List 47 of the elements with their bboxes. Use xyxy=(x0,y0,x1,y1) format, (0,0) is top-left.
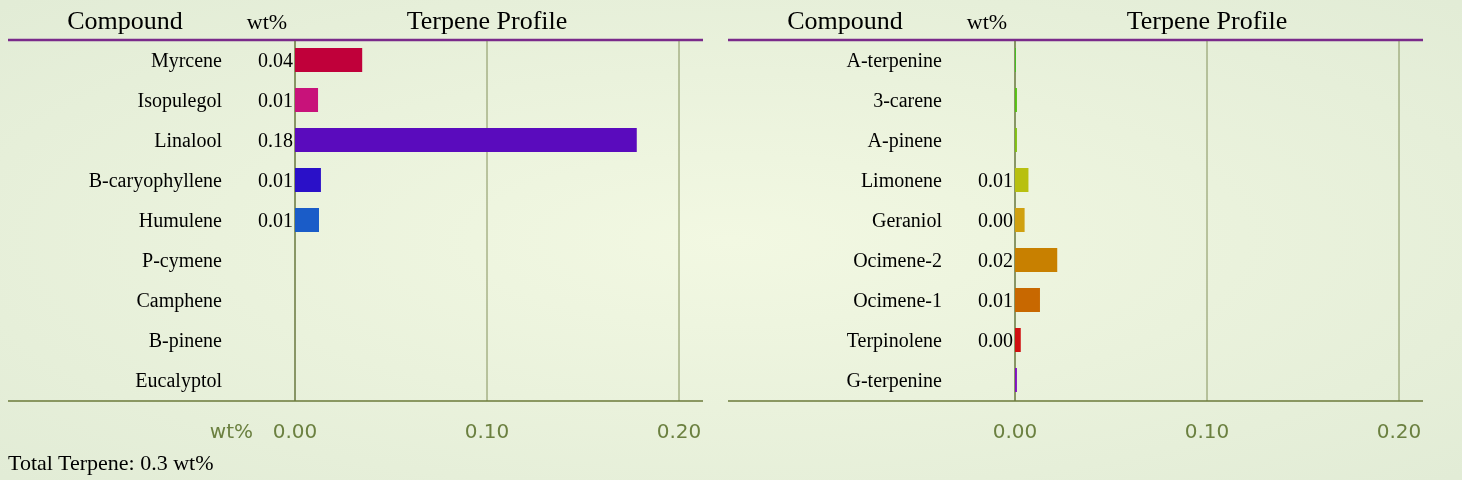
y-tick-label: G-terpenine xyxy=(846,369,943,392)
x-tick-label: 0.20 xyxy=(1376,419,1422,443)
data-label: 0.18 xyxy=(258,129,293,151)
y-tick-label: P-cymene xyxy=(142,249,223,272)
bar xyxy=(295,88,319,112)
bar xyxy=(295,168,321,192)
x-tick-label: 0.10 xyxy=(464,419,510,443)
y-tick-label: Linalool xyxy=(154,129,223,151)
data-label: 0.01 xyxy=(258,209,293,231)
y-tick-label: 3-carene xyxy=(873,89,943,111)
bar xyxy=(295,128,637,152)
data-label: 0.01 xyxy=(978,289,1013,311)
text: wt% xyxy=(246,9,288,34)
y-tick-label: Geraniol xyxy=(872,209,943,231)
y-tick-label: B-caryophyllene xyxy=(88,169,223,192)
text: Total Terpene: 0.3 wt% xyxy=(8,450,214,475)
x-tick-label: 0.00 xyxy=(272,419,318,443)
y-tick-label: Ocimene-1 xyxy=(853,289,942,311)
y-tick-label: A-terpenine xyxy=(846,49,943,72)
y-axis-title: Compound xyxy=(67,6,183,35)
x-axis-title: wt% xyxy=(209,419,253,443)
data-label: 0.04 xyxy=(258,49,293,71)
y-tick-label: Eucalyptol xyxy=(135,369,223,392)
x-tick-label: 0.20 xyxy=(656,419,702,443)
chart-title: Terpene Profile xyxy=(406,6,568,35)
chart-title: Terpene Profile xyxy=(1126,6,1288,35)
y-tick-label: Terpinolene xyxy=(846,329,943,352)
data-label: 0.01 xyxy=(258,169,293,191)
data-label: 0.00 xyxy=(978,209,1013,231)
y-axis-title: Compound xyxy=(787,6,903,35)
data-label: 0.00 xyxy=(978,329,1013,351)
y-tick-label: Camphene xyxy=(136,289,223,312)
data-label: 0.02 xyxy=(978,249,1013,271)
bar xyxy=(295,208,319,232)
y-tick-label: Myrcene xyxy=(150,49,223,72)
bar xyxy=(295,48,363,72)
y-tick-label: A-pinene xyxy=(867,129,943,152)
text: wt% xyxy=(966,9,1008,34)
y-tick-label: Humulene xyxy=(138,209,223,231)
y-tick-label: Limonene xyxy=(860,169,943,191)
data-label: 0.01 xyxy=(978,169,1013,191)
y-tick-label: B-pinene xyxy=(148,329,223,352)
y-tick-label: Ocimene-2 xyxy=(853,249,942,271)
x-tick-label: 0.10 xyxy=(1184,419,1230,443)
data-label: 0.01 xyxy=(258,89,293,111)
x-tick-label: 0.00 xyxy=(992,419,1038,443)
y-tick-label: Isopulegol xyxy=(137,89,223,112)
